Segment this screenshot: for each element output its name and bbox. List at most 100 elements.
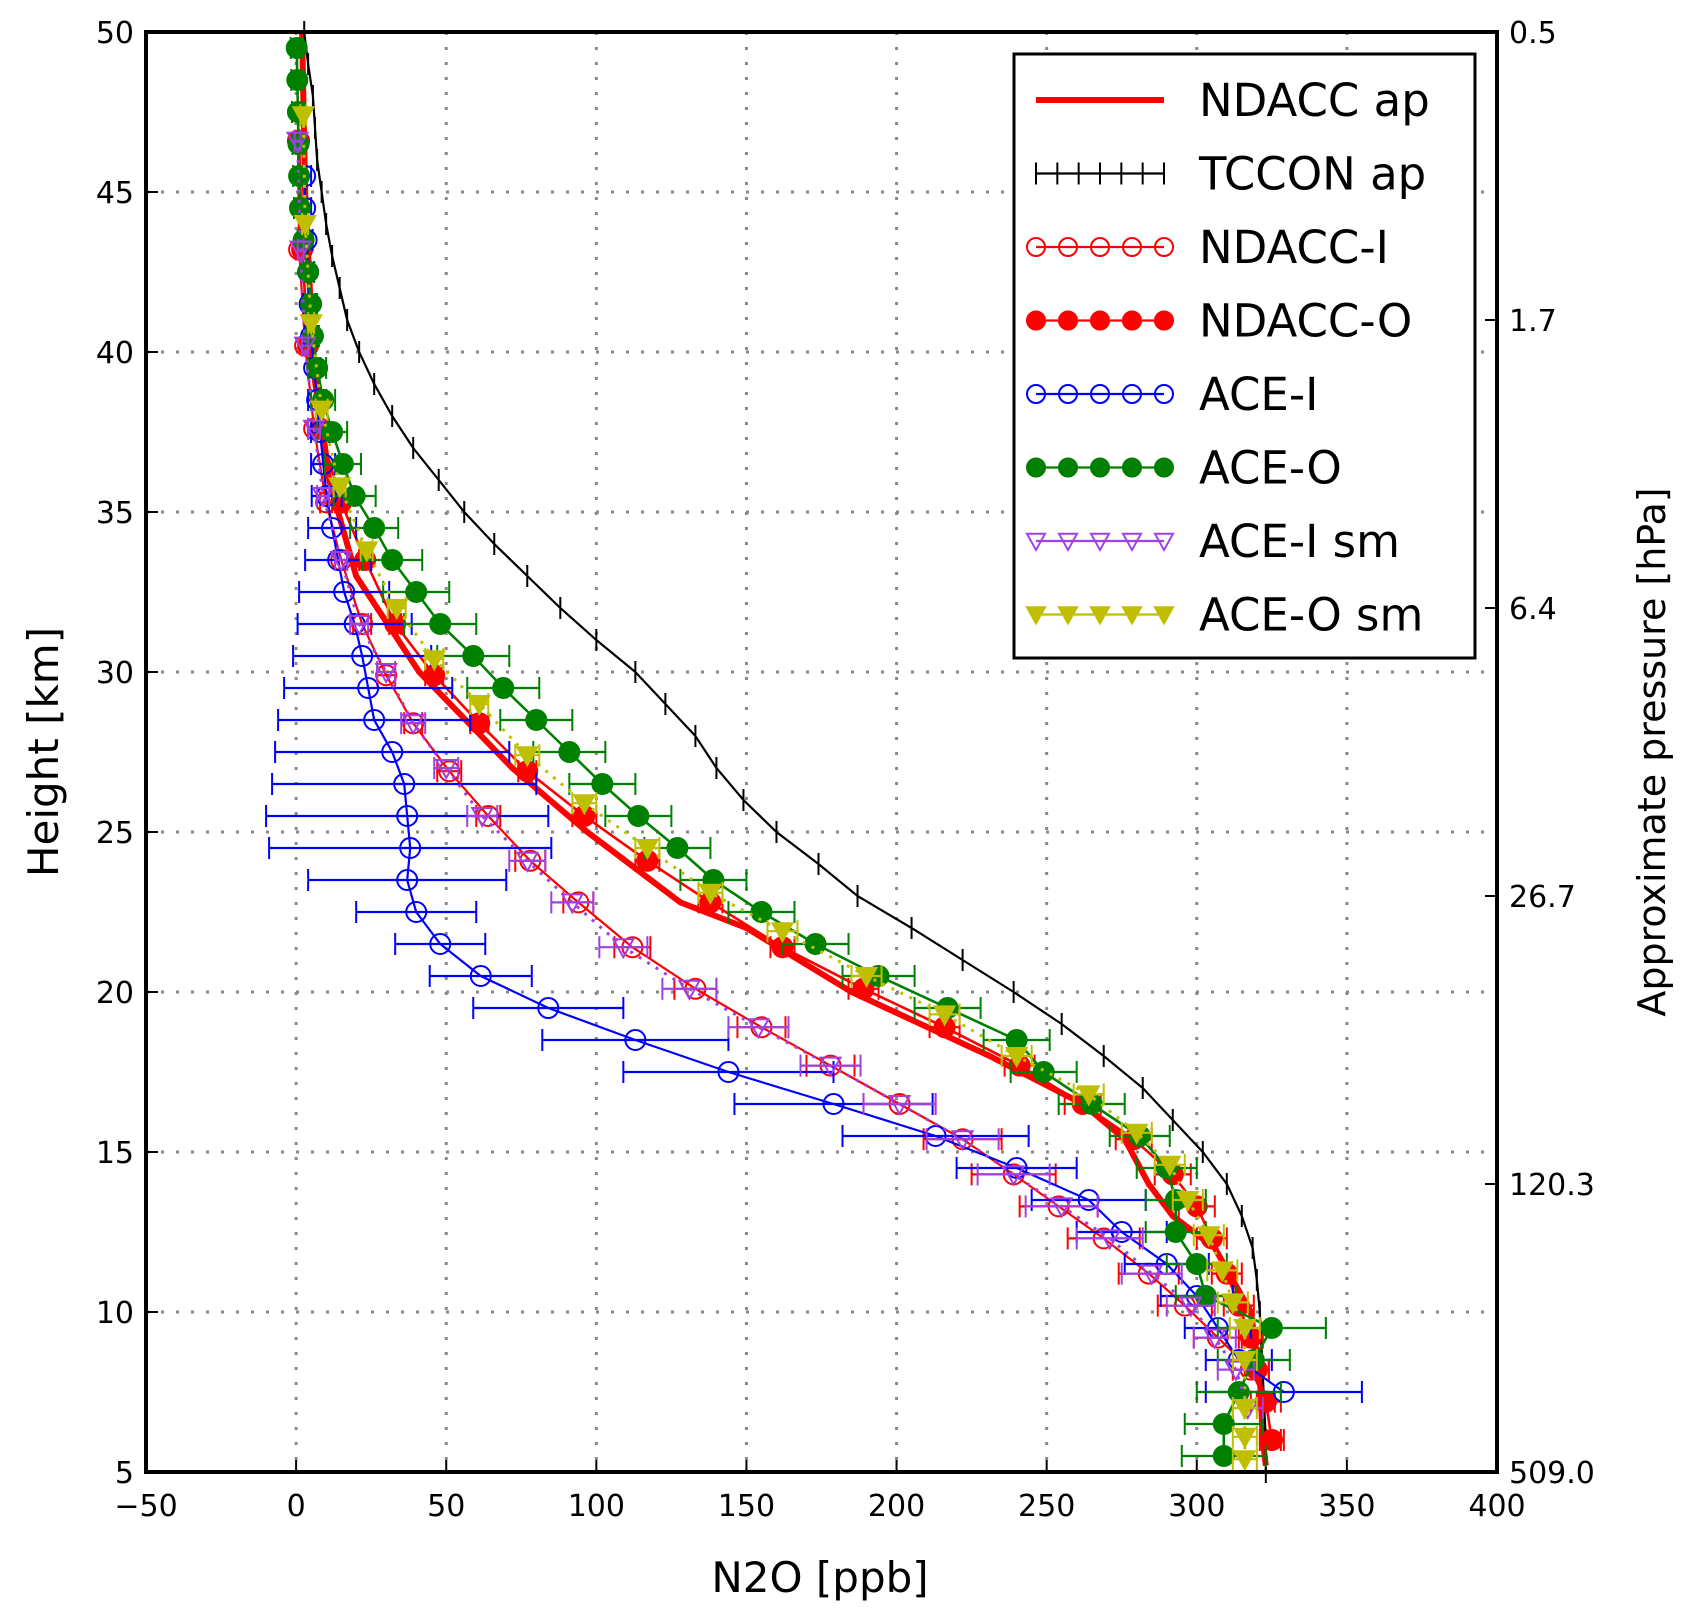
data-point: [1121, 606, 1143, 626]
data-point: [537, 997, 560, 1019]
data-point: [1203, 1328, 1227, 1350]
data-point: [822, 1093, 845, 1115]
data-point: [1110, 1221, 1133, 1243]
data-point: [288, 165, 311, 187]
data-point: [351, 645, 374, 667]
x-tick-label: 200: [868, 1489, 925, 1524]
data-point: [804, 933, 827, 955]
legend-label: ACE-I: [1199, 368, 1318, 421]
data-point: [1260, 1317, 1283, 1339]
y2-tick-label: 26.7: [1509, 880, 1576, 915]
data-point: [1122, 310, 1142, 331]
data-point: [1154, 384, 1174, 404]
data-point: [1140, 1264, 1164, 1286]
data-point: [286, 69, 309, 91]
data-point: [299, 314, 323, 336]
x-tick-label: −50: [114, 1489, 177, 1524]
data-point: [363, 709, 386, 731]
legend-entry: ACE-I: [1026, 368, 1318, 421]
data-point: [572, 794, 597, 816]
data-point: [1098, 1229, 1122, 1251]
legend-entry: TCCON ap: [1035, 148, 1426, 201]
data-point: [467, 695, 491, 717]
y-tick-label: 5: [115, 1456, 134, 1491]
y2-tick-label: 6.4: [1509, 592, 1557, 627]
data-point: [321, 421, 344, 443]
data-point: [1122, 384, 1142, 404]
plot-area: [265, 21, 1363, 1483]
data-point: [677, 979, 702, 1001]
data-point: [1164, 1221, 1187, 1243]
data-point: [515, 851, 539, 873]
data-point: [1185, 1253, 1208, 1275]
data-point: [1154, 310, 1174, 331]
legend: NDACC ap TCCON ap NDACC-I NDACC-O ACE-I ACE-O…: [1012, 52, 1477, 660]
y-tick-label: 45: [96, 176, 134, 211]
legend-label: NDACC-I: [1199, 221, 1389, 274]
data-point: [1154, 457, 1174, 478]
y-axis-label: Height [km]: [19, 627, 68, 877]
data-point: [1058, 457, 1078, 478]
data-point: [558, 741, 581, 763]
y2-tick-label: 120.3: [1509, 1168, 1595, 1203]
data-point: [347, 615, 371, 637]
data-point: [293, 215, 317, 237]
data-point: [1212, 1413, 1235, 1435]
data-point: [422, 650, 446, 672]
data-point: [333, 581, 356, 603]
data-point: [1090, 237, 1110, 257]
y-tick-label: 25: [96, 816, 134, 851]
data-point: [1260, 1429, 1283, 1451]
x-tick-label: 150: [718, 1489, 775, 1524]
data-point: [1090, 457, 1110, 478]
data-point: [1125, 1123, 1149, 1145]
data-point: [300, 293, 323, 315]
data-point: [770, 922, 795, 944]
x-axis-label: N2O [ppb]: [711, 1553, 928, 1602]
data-point: [1176, 1191, 1200, 1213]
data-point: [1058, 310, 1078, 331]
x-tick-label: 300: [1168, 1489, 1225, 1524]
data-point: [1001, 1165, 1026, 1187]
data-point: [1122, 457, 1142, 478]
legend-entry: NDACC ap: [1036, 74, 1430, 127]
series-ace-o-sm: [291, 104, 1261, 1472]
data-point: [434, 759, 458, 781]
y-tick-label: 20: [96, 976, 134, 1011]
data-point: [321, 517, 344, 539]
data-point: [1025, 606, 1047, 626]
data-point: [515, 746, 539, 768]
data-point: [1122, 237, 1142, 257]
data-point: [306, 357, 329, 379]
data-point: [1089, 532, 1111, 553]
data-point: [611, 938, 636, 960]
data-point: [1025, 532, 1047, 553]
y2-tick-label: 1.7: [1509, 304, 1557, 339]
data-point: [1004, 1047, 1029, 1069]
legend-entry: NDACC-I: [1026, 221, 1389, 274]
data-point: [1233, 1450, 1257, 1472]
legend-label: TCCON ap: [1198, 148, 1426, 201]
y-tick-label: 10: [96, 1296, 134, 1331]
data-point: [887, 1095, 912, 1117]
y-tick-label: 35: [96, 496, 134, 531]
legend-label: ACE-O sm: [1199, 589, 1423, 642]
data-point: [591, 773, 614, 795]
legend-entry: NDACC-O: [1026, 295, 1412, 348]
data-point: [1154, 237, 1174, 257]
data-point: [1158, 1155, 1182, 1177]
data-point: [560, 893, 585, 915]
data-point: [429, 613, 452, 635]
data-point: [624, 1029, 647, 1051]
legend-label: NDACC-O: [1199, 295, 1412, 348]
data-point: [285, 37, 308, 59]
x-tick-label: 350: [1318, 1489, 1375, 1524]
data-point: [354, 541, 379, 563]
data-point: [818, 1056, 843, 1078]
series-line: [303, 31, 1267, 1472]
series-tccon-ap: [303, 21, 1267, 1483]
y2-tick-label: 509.0: [1509, 1456, 1595, 1491]
data-point: [357, 677, 380, 699]
data-point: [525, 709, 548, 731]
data-point: [384, 599, 409, 621]
